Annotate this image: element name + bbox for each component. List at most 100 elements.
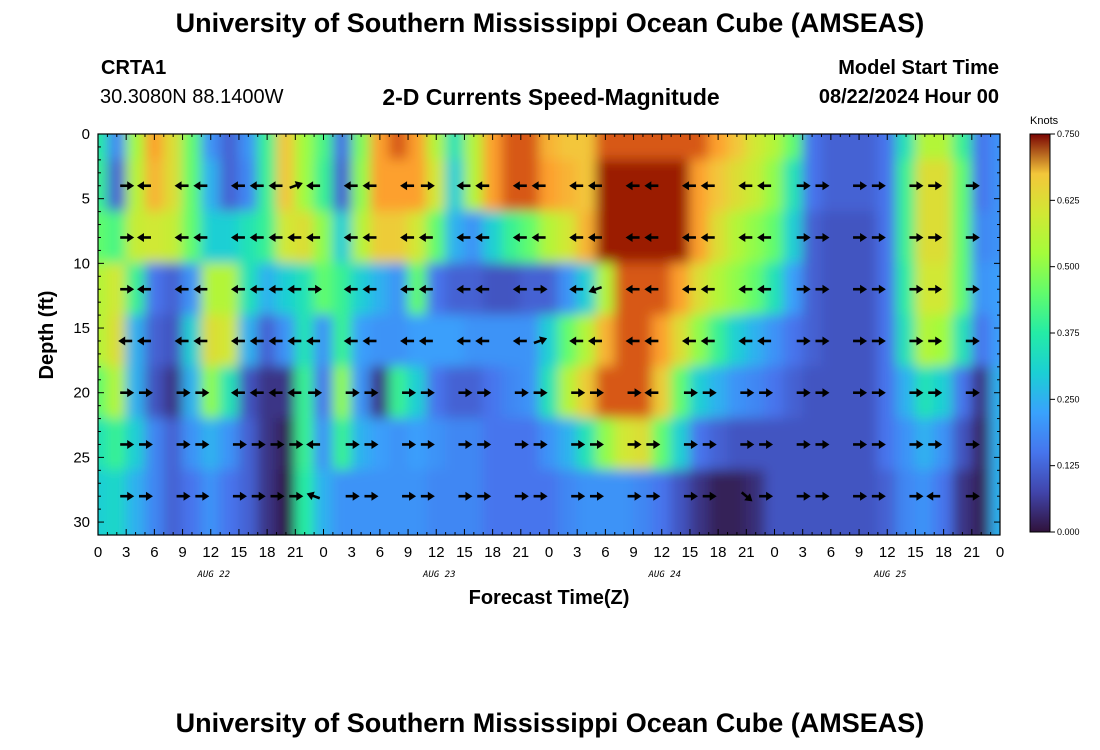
heatmap-cell (914, 262, 935, 316)
arrow-head (145, 491, 153, 501)
current-arrow (815, 232, 830, 242)
arrow-head (174, 284, 182, 294)
current-arrow (268, 388, 283, 398)
current-arrow (569, 181, 584, 191)
arrow-head (268, 232, 276, 242)
current-arrow (362, 284, 377, 294)
heatmap-cell (276, 418, 296, 471)
heatmap-cell (219, 262, 240, 316)
heatmap-cell (144, 366, 165, 420)
heatmap-cell (614, 159, 635, 213)
arrow-head (427, 439, 435, 449)
heatmap-cell (445, 418, 465, 471)
arrow-head (569, 232, 577, 242)
arrow-head (744, 493, 753, 502)
heatmap-cell (388, 418, 409, 471)
heatmap-cell (106, 366, 127, 420)
current-arrow (230, 232, 245, 242)
current-arrow (740, 388, 755, 398)
current-arrow (268, 181, 283, 191)
heatmap-cell (125, 159, 146, 213)
heatmap-cell (914, 366, 935, 420)
heatmap-cell (914, 159, 935, 213)
heatmap-cell (219, 469, 240, 535)
heatmap-cell (689, 159, 710, 213)
y-axis-title: Depth (ft) (36, 291, 58, 380)
heatmap-cell (576, 211, 597, 264)
heatmap-cell (426, 211, 447, 264)
y-tick-label: 0 (82, 126, 90, 143)
y-tick-label: 20 (73, 385, 90, 402)
arrow-head (371, 491, 379, 501)
heatmap-cell (238, 418, 259, 471)
heatmap-cell (482, 366, 503, 420)
heatmap-cell (858, 159, 879, 213)
heatmap-cell (670, 314, 691, 368)
current-arrow (120, 439, 135, 449)
heatmap-cell (182, 262, 202, 316)
current-arrow (120, 388, 135, 398)
heatmap-cell (182, 134, 202, 161)
heatmap-cell (407, 469, 428, 535)
heatmap-cell (858, 211, 879, 264)
heatmap-cell (651, 366, 672, 420)
arrow-head (475, 284, 483, 294)
heatmap-cell (745, 134, 766, 161)
heatmap-cell (98, 211, 108, 264)
heatmap-cell (200, 262, 221, 316)
current-arrow (965, 336, 980, 346)
heatmap-cell (783, 366, 804, 420)
arrow-head (136, 336, 144, 346)
x-tick-label: 21 (287, 544, 304, 561)
arrow-head (822, 491, 830, 501)
heatmap-cell (482, 159, 503, 213)
heatmap-cell (708, 418, 729, 471)
colorbar-tick-label: 0.625 (1057, 195, 1080, 205)
current-arrow (702, 439, 717, 449)
current-arrow (343, 232, 358, 242)
current-arrow (477, 388, 492, 398)
current-arrow (306, 232, 321, 242)
heatmap-cell (463, 159, 484, 213)
heatmap-cell (839, 211, 860, 264)
arrow-head (625, 284, 633, 294)
heatmap-cell (539, 211, 559, 264)
arrow-head (202, 388, 210, 398)
heatmap-cell (219, 211, 240, 264)
arrow-head (540, 284, 548, 294)
heatmap-cell (914, 418, 935, 471)
current-arrow (345, 388, 360, 398)
arrow-head (690, 388, 698, 398)
arrow-head (475, 232, 483, 242)
heatmap-cell (238, 134, 259, 161)
heatmap-cell (332, 262, 353, 316)
arrow-head (136, 284, 144, 294)
heatmap-cell (313, 469, 334, 535)
heatmap-cell (106, 314, 127, 368)
arrow-head (193, 284, 201, 294)
current-arrow (514, 491, 529, 501)
heatmap-cell (595, 134, 616, 161)
current-arrow (965, 491, 980, 501)
current-arrow (965, 284, 980, 294)
heatmap-cell (727, 314, 747, 368)
heatmap-layer (98, 134, 1000, 535)
arrow-head (239, 439, 247, 449)
current-arrow (928, 439, 943, 449)
x-tick-label: 9 (855, 544, 863, 561)
arrow-head (249, 181, 257, 191)
current-arrow (533, 439, 548, 449)
arrow-head (634, 491, 642, 501)
arrow-head (972, 284, 980, 294)
current-arrow (249, 388, 264, 398)
heatmap-cell (106, 418, 127, 471)
current-arrow (176, 439, 191, 449)
arrow-head (127, 284, 135, 294)
arrow-head (757, 232, 765, 242)
heatmap-cell (539, 262, 559, 316)
current-arrow (230, 181, 245, 191)
current-arrow (475, 181, 490, 191)
heatmap-cell (877, 134, 898, 161)
current-arrow (514, 388, 529, 398)
current-arrow (230, 284, 245, 294)
